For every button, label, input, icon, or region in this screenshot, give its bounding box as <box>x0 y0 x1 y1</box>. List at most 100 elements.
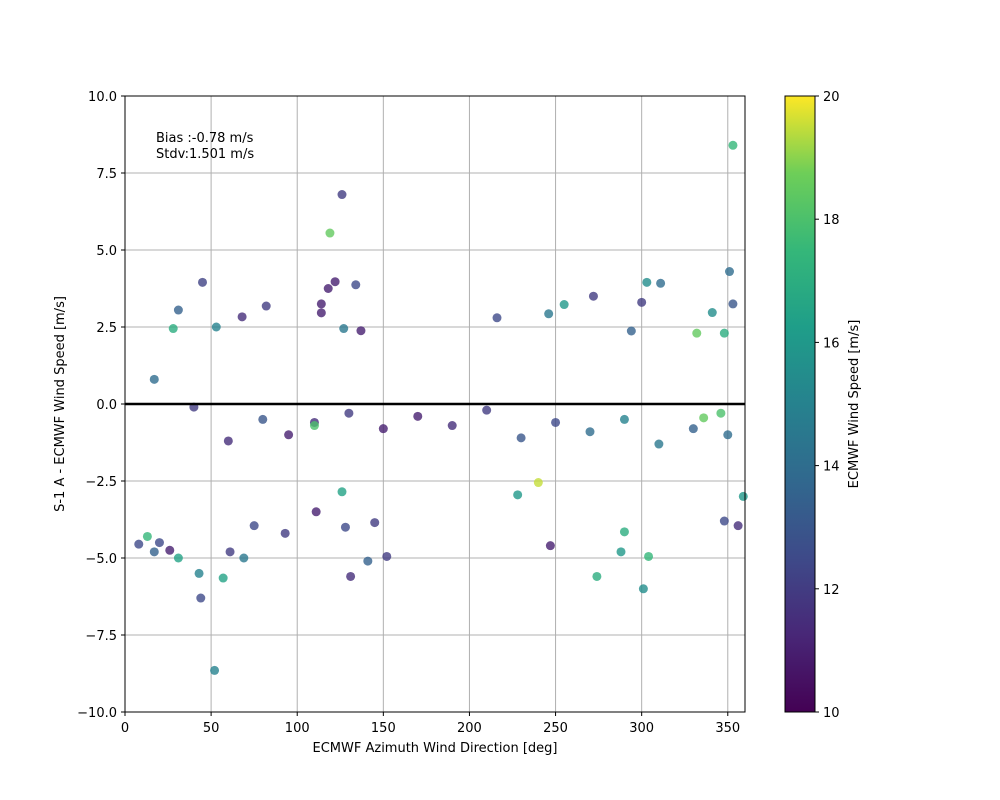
scatter-point <box>284 430 294 440</box>
scatter-point <box>482 405 492 415</box>
colorbar-label: ECMWF Wind Speed [m/s] <box>847 320 862 489</box>
scatter-point <box>656 278 666 288</box>
scatter-point <box>337 487 347 497</box>
scatter-point <box>363 556 373 566</box>
x-tick-label: 50 <box>203 721 220 736</box>
colorbar-tick-label: 16 <box>823 336 840 351</box>
scatter-point <box>261 301 271 311</box>
scatter-point <box>592 571 602 581</box>
scatter-point <box>356 326 366 336</box>
scatter-point <box>154 538 164 548</box>
scatter-point <box>692 328 702 338</box>
scatter-point <box>173 553 183 563</box>
scatter-point <box>311 507 321 517</box>
y-tick-label: 10.0 <box>88 90 117 105</box>
scatter-point <box>330 277 340 287</box>
scatter-point <box>258 414 268 424</box>
scatter-point <box>588 291 598 301</box>
scatter-point <box>316 299 326 309</box>
colorbar-ticks: 10 12 14 16 18 20 <box>815 90 840 721</box>
scatter-point <box>142 531 152 541</box>
colorbar-tick-label: 10 <box>823 706 840 721</box>
x-axis-label: ECMWF Azimuth Wind Direction [deg] <box>313 741 558 756</box>
scatter-point <box>544 309 554 319</box>
scatter-point <box>654 439 664 449</box>
scatter-point <box>325 228 335 238</box>
x-tick-label: 350 <box>715 721 740 736</box>
x-tick-label: 300 <box>629 721 654 736</box>
scatter-point <box>346 571 356 581</box>
scatter-point <box>719 516 729 526</box>
scatter-point <box>513 490 523 500</box>
scatter-point <box>309 421 319 431</box>
scatter-point <box>644 551 654 561</box>
scatter-point <box>198 277 207 287</box>
scatter-point <box>316 308 326 318</box>
y-axis-ticks: −10.0 −7.5 −5.0 −2.5 0.0 2.5 5.0 7.5 10.0 <box>77 90 125 721</box>
scatter-point <box>344 408 354 418</box>
scatter-point <box>339 324 349 334</box>
scatter-point <box>545 541 555 551</box>
scatter-point <box>626 326 636 336</box>
scatter-point <box>585 427 595 437</box>
scatter-point <box>194 568 204 578</box>
scatter-point <box>723 430 733 440</box>
scatter-point <box>516 433 526 443</box>
scatter-point <box>559 300 569 310</box>
scatter-point <box>351 280 361 290</box>
scatter-point <box>551 417 561 427</box>
scatter-point <box>738 491 748 501</box>
bias-annotation: Bias :-0.78 m/s <box>156 131 254 146</box>
scatter-point <box>716 408 726 418</box>
scatter-point <box>323 284 333 293</box>
scatter-point <box>533 478 543 488</box>
colorbar-tick-label: 18 <box>823 213 840 228</box>
y-tick-label: −2.5 <box>85 475 117 490</box>
y-tick-label: 7.5 <box>96 167 117 182</box>
scatter-point <box>725 267 734 277</box>
scatter-point <box>728 140 738 150</box>
x-tick-label: 250 <box>543 721 568 736</box>
y-tick-label: 0.0 <box>96 398 117 413</box>
scatter-point <box>642 277 652 287</box>
y-tick-label: 5.0 <box>96 244 117 259</box>
scatter-point <box>728 299 738 309</box>
scatter-point <box>149 547 159 557</box>
scatter-point <box>699 413 709 423</box>
scatter-point <box>733 521 743 531</box>
scatter-point <box>492 313 502 323</box>
scatter-points <box>134 140 748 675</box>
scatter-point <box>337 190 347 200</box>
x-tick-label: 0 <box>121 721 129 736</box>
scatter-point <box>619 414 629 424</box>
scatter-point <box>237 312 247 322</box>
y-tick-label: 2.5 <box>96 321 117 336</box>
x-tick-label: 150 <box>371 721 396 736</box>
scatter-point <box>249 521 259 531</box>
scatter-point <box>225 547 235 557</box>
colorbar-tick-label: 20 <box>823 90 840 105</box>
scatter-point <box>382 551 392 561</box>
scatter-point <box>707 308 717 318</box>
x-tick-label: 100 <box>285 721 310 736</box>
scatter-point <box>168 324 178 334</box>
colorbar-tick-label: 12 <box>823 583 840 598</box>
scatter-point <box>196 593 206 603</box>
scatter-point <box>370 518 380 528</box>
scatter-point <box>280 528 290 538</box>
scatter-point <box>165 545 175 555</box>
y-axis-label: S-1 A - ECMWF Wind Speed [m/s] <box>53 296 68 512</box>
scatter-point <box>149 374 159 384</box>
scatter-point <box>637 297 647 307</box>
scatter-point <box>210 665 220 675</box>
y-tick-label: −7.5 <box>85 629 117 644</box>
scatter-point <box>447 421 457 431</box>
scatter-point <box>134 539 144 549</box>
colorbar <box>784 95 816 713</box>
scatter-point <box>638 584 648 594</box>
x-axis-ticks: 0 50 100 150 200 250 300 350 <box>121 712 740 736</box>
scatter-point <box>223 436 233 446</box>
scatter-point <box>340 522 350 532</box>
scatter-point <box>239 553 249 563</box>
